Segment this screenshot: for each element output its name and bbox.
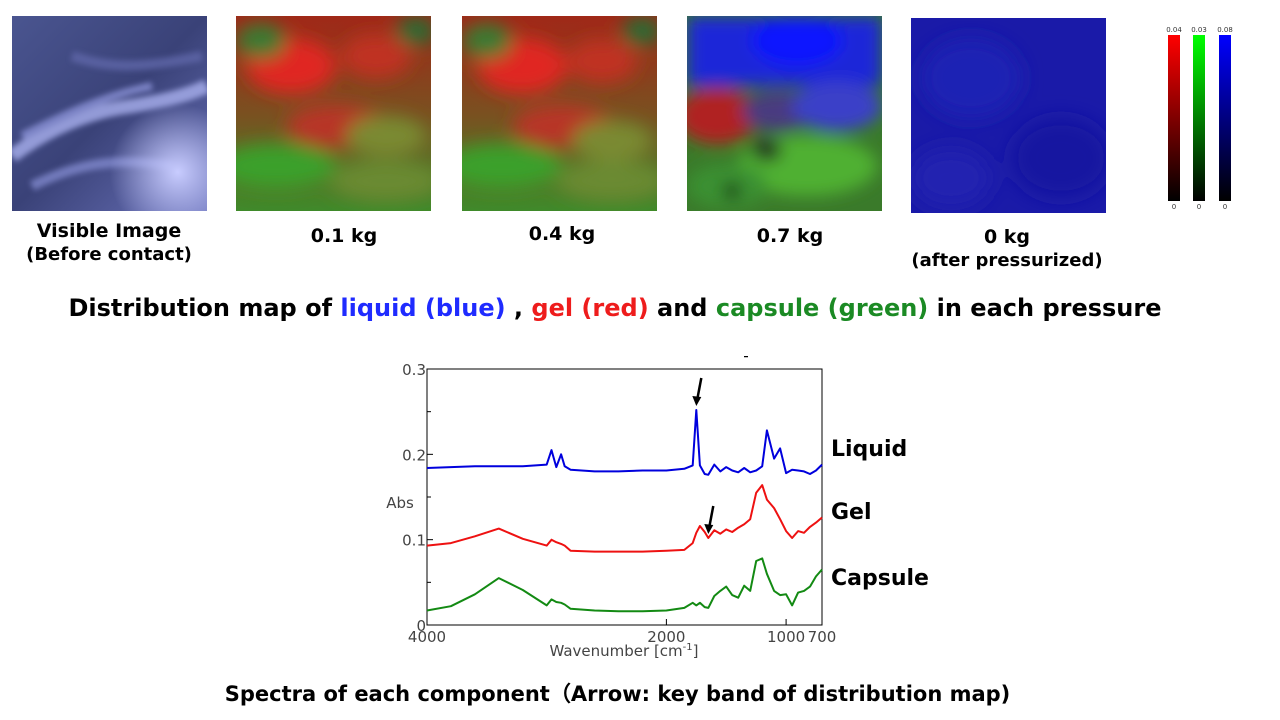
caption-line: 0.7 kg — [756, 225, 824, 247]
y-tick-label: 0 — [416, 617, 426, 635]
x-tick-label: 700 — [808, 628, 837, 646]
distribution-map-0.4kg — [462, 16, 657, 211]
series-label-gel: Gel — [831, 500, 872, 525]
caption-visible-image: Visible Image (Before contact) — [0, 219, 229, 267]
scale-bar-blue — [1219, 35, 1231, 201]
series-line-capsule — [426, 557, 823, 613]
x-axis-label-sup: -1 — [683, 642, 693, 653]
scale-bar-red — [1168, 35, 1180, 201]
heading-capsule: capsule (green) — [715, 294, 929, 322]
x-axis-label: Wavenumber [cm-1] — [549, 642, 698, 660]
key-band-arrow-shaft — [708, 505, 715, 528]
heading-and: and — [648, 294, 716, 322]
caption-line: Visible Image — [36, 220, 182, 242]
distribution-map-heading: Distribution map of liquid (blue) , gel … — [0, 294, 1230, 322]
caption-0.4kg: 0.4 kg — [442, 222, 682, 246]
heading-suffix: in each pressure — [928, 294, 1162, 322]
x-tick-label: 1000 — [767, 628, 805, 646]
x-axis-label-main: Wavenumber [cm — [549, 642, 682, 660]
y-tick-label: 0.2 — [402, 446, 426, 464]
y-axis-label: Abs — [386, 494, 414, 512]
distribution-map-0.7kg — [687, 16, 882, 211]
key-band-arrow-head — [704, 523, 714, 534]
heading-liquid: liquid (blue) — [340, 294, 506, 322]
key-band-arrow-shaft — [696, 377, 703, 400]
x-tick-label: 4000 — [408, 628, 446, 646]
color-scale-bars: 0.04 0.03 0.08 0 0 0 — [1166, 26, 1233, 211]
spectra-chart: 0 0.1 0.2 0.3 4000 2000 1000 700 Abs Wavenumbe… — [386, 356, 836, 660]
y-tick-label: 0.1 — [402, 532, 426, 550]
scale-max-blue: 0.08 — [1217, 26, 1233, 34]
y-tick-label: 0.3 — [402, 361, 426, 379]
caption-line: 0.4 kg — [528, 223, 596, 245]
caption-0kg: 0 kg (after pressurized) — [887, 225, 1127, 273]
series-line-gel — [426, 484, 823, 553]
heading-gel: gel (red) — [531, 294, 649, 322]
series-line-liquid — [426, 409, 823, 476]
x-tick-label: 2000 — [647, 628, 685, 646]
series-label-capsule: Capsule — [831, 566, 929, 591]
y-axis: 0 0.1 0.2 0.3 — [402, 361, 433, 635]
caption-subline: (Before contact) — [26, 244, 192, 265]
caption-0.1kg: 0.1 kg — [224, 224, 464, 248]
x-axis: 4000 2000 1000 700 — [408, 619, 836, 646]
scale-max-red: 0.04 — [1166, 26, 1182, 34]
visible-image — [12, 16, 207, 211]
x-axis-label-end: ] — [693, 642, 699, 660]
series-group — [426, 409, 823, 613]
key-band-arrow-head — [692, 395, 702, 406]
spectra-caption: Spectra of each component（Arrow: key ban… — [224, 682, 1011, 706]
caption-subline: (after pressurized) — [911, 250, 1103, 271]
heading-prefix: Distribution map of — [68, 294, 341, 322]
scale-max-green: 0.03 — [1191, 26, 1207, 34]
scale-min-red: 0 — [1172, 203, 1176, 211]
scale-min-blue: 0 — [1223, 203, 1227, 211]
distribution-map-0kg — [911, 18, 1106, 213]
series-label-liquid: Liquid — [831, 437, 908, 462]
scale-min-green: 0 — [1197, 203, 1201, 211]
caption-line: 0 kg — [983, 226, 1031, 248]
caption-line: 0.1 kg — [310, 225, 378, 247]
arrow-group — [692, 356, 748, 534]
heading-separator: , — [505, 294, 532, 322]
distribution-map-0.1kg — [236, 16, 431, 211]
scale-bar-green — [1193, 35, 1205, 201]
caption-0.7kg: 0.7 kg — [670, 224, 910, 248]
